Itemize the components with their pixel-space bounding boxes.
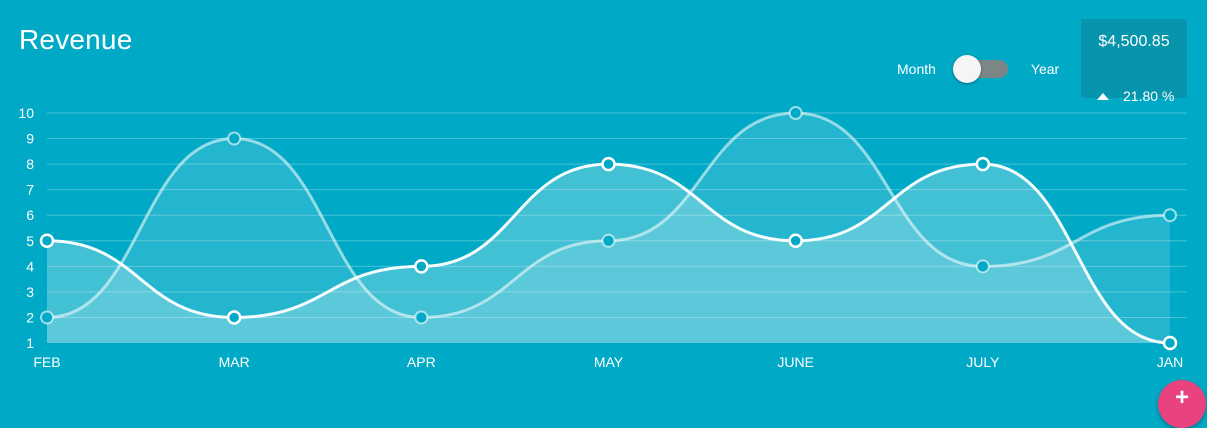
series-1-point: [975, 259, 990, 274]
series-1-point: [40, 310, 54, 325]
series-1-point: [601, 233, 616, 248]
chart-title: Revenue: [19, 24, 133, 55]
series-1-point: [1163, 208, 1177, 223]
y-tick-label: 10: [18, 105, 34, 121]
toggle-label-year[interactable]: Year: [1030, 61, 1060, 77]
y-tick-label: 5: [26, 233, 34, 249]
y-tick-label: 2: [26, 309, 34, 325]
series-1-point: [414, 310, 429, 325]
x-tick-label: APR: [407, 354, 436, 370]
series-1-point: [788, 106, 803, 120]
triangle-up-icon: [1097, 92, 1109, 100]
period-switch[interactable]: [952, 55, 1008, 83]
y-tick-label: 6: [26, 207, 34, 223]
revenue-change-value: 21.80 %: [1123, 88, 1175, 104]
series-2-point: [601, 156, 616, 172]
series-2-point: [788, 233, 803, 249]
add-fab-button[interactable]: +: [1158, 380, 1206, 428]
y-tick-label: 4: [26, 258, 34, 274]
y-tick-label: 8: [26, 156, 34, 172]
series-2-point: [414, 259, 429, 274]
series-1-point: [227, 131, 242, 146]
series-1-area: [47, 113, 1170, 343]
x-tick-label: MAY: [594, 354, 624, 370]
x-tick-label: JAN: [1157, 354, 1183, 370]
series-2-area: [47, 164, 1170, 343]
plus-icon: +: [1174, 384, 1189, 411]
x-tick-label: JULY: [966, 354, 1000, 370]
x-tick-label: JUNE: [777, 354, 814, 370]
y-tick-label: 7: [26, 182, 34, 198]
series-1-line: [45, 111, 1172, 319]
revenue-change: 21.80 %: [1097, 88, 1174, 104]
y-tick-label: 1: [26, 335, 34, 351]
revenue-total: $4,500.85: [1098, 33, 1170, 50]
revenue-stat-card: $4,500.85 21.80 %: [1081, 19, 1187, 104]
series-2-point: [975, 156, 991, 172]
x-tick-label: FEB: [33, 354, 60, 370]
toggle-label-month[interactable]: Month: [897, 61, 936, 77]
y-tick-label: 9: [26, 131, 34, 147]
x-tick-label: MAR: [219, 354, 250, 370]
series-2-point: [226, 310, 242, 325]
series-2-point: [1162, 335, 1178, 351]
period-toggle: Month Year: [897, 55, 1059, 83]
y-tick-label: 3: [26, 284, 34, 300]
series-2-point: [39, 233, 55, 249]
revenue-chart: 1 2 3 4 5 6 7 8 9 10 FEB MAR APR MAY JUNE JULY JAN: [18, 105, 1187, 370]
switch-knob[interactable]: [952, 55, 981, 83]
